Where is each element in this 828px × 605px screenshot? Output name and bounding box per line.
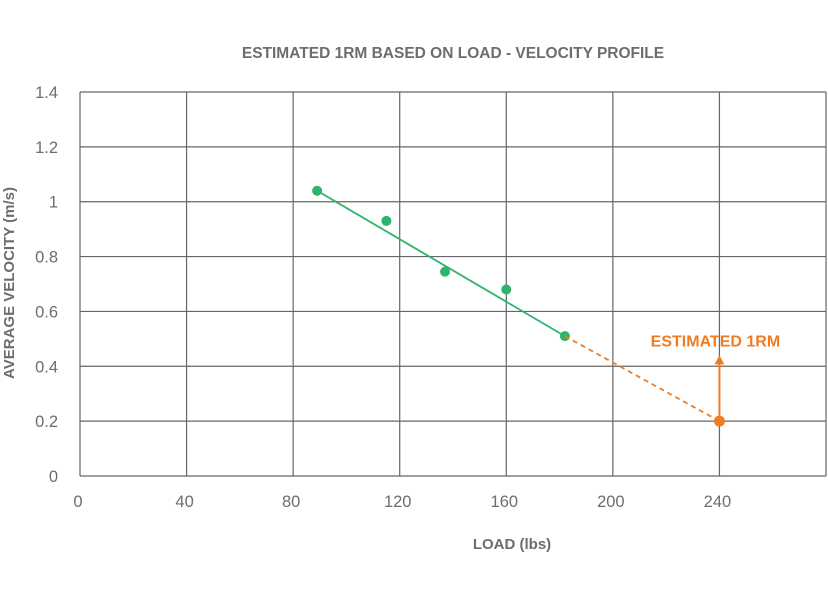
grid xyxy=(79,91,827,477)
data-point xyxy=(440,266,451,277)
x-tick-label: 200 xyxy=(597,493,625,511)
x-tick-labels: 0 40 80 120 160 200 240 xyxy=(73,493,731,511)
x-tick-label: 240 xyxy=(704,493,732,511)
data-point xyxy=(501,284,512,295)
y-tick-label: 1 xyxy=(49,194,58,212)
chart-title: ESTIMATED 1RM BASED ON LOAD - VELOCITY P… xyxy=(242,45,664,62)
y-tick-label: 0 xyxy=(49,468,58,486)
estimated-1rm-label: ESTIMATED 1RM xyxy=(651,333,780,350)
y-tick-label: 0.8 xyxy=(35,249,58,267)
y-tick-label: 0.2 xyxy=(35,413,58,431)
y-tick-labels: 0 0.2 0.4 0.6 0.8 1 1.2 1.4 xyxy=(35,84,58,486)
y-tick-label: 1.4 xyxy=(35,84,58,102)
extrapolation-dashed-line xyxy=(564,335,720,422)
data-point xyxy=(381,215,392,226)
y-tick-label: 0.6 xyxy=(35,303,58,321)
x-tick-label: 80 xyxy=(282,493,300,511)
trend-line xyxy=(316,189,566,337)
y-axis-label: AVERAGE VELOCITY (m/s) xyxy=(1,187,18,379)
estimate-arrow-head xyxy=(714,355,725,365)
y-tick-label: 0.4 xyxy=(35,358,58,376)
x-tick-label: 40 xyxy=(175,493,193,511)
estimated-1rm-point xyxy=(713,415,725,427)
x-axis-label: LOAD (lbs) xyxy=(473,536,551,553)
x-tick-label: 160 xyxy=(491,493,519,511)
x-tick-label: 0 xyxy=(73,493,82,511)
y-tick-label: 1.2 xyxy=(35,139,58,157)
extrapolation: ESTIMATED 1RM xyxy=(564,333,780,427)
x-tick-label: 120 xyxy=(384,493,412,511)
data-point xyxy=(312,185,323,196)
series xyxy=(312,185,570,342)
